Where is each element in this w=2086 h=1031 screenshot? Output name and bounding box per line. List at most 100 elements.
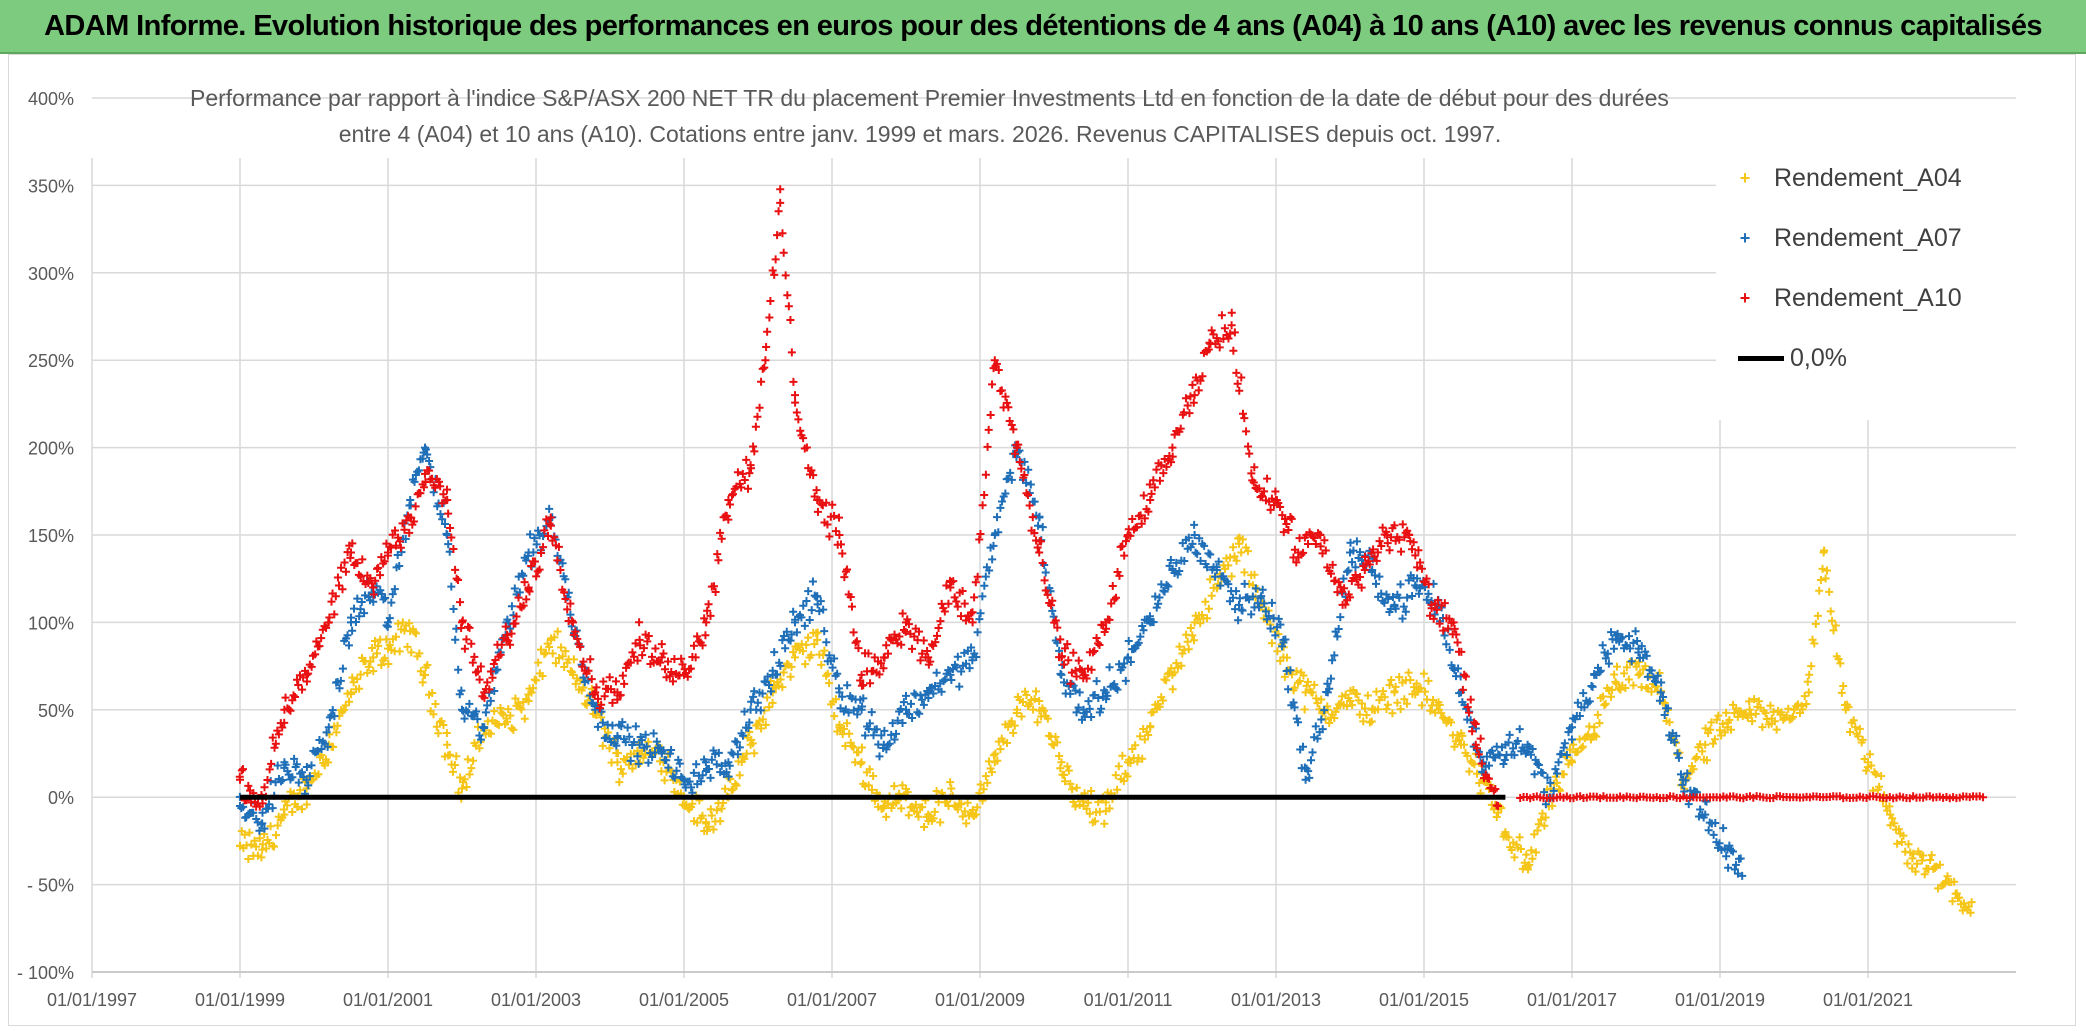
data-point	[475, 744, 484, 753]
data-point	[436, 510, 445, 519]
data-point	[1554, 785, 1563, 794]
data-point	[867, 708, 876, 717]
data-point	[648, 652, 657, 661]
data-point	[1064, 766, 1073, 775]
data-point	[409, 517, 418, 526]
data-point	[704, 765, 713, 774]
data-point	[1181, 394, 1190, 403]
data-point	[568, 668, 577, 677]
data-point	[1912, 859, 1921, 868]
data-point	[1943, 872, 1952, 881]
data-point	[1634, 658, 1643, 667]
data-point	[1839, 681, 1848, 690]
data-point	[1274, 498, 1283, 507]
data-point	[749, 442, 758, 451]
data-point	[1804, 688, 1813, 697]
data-point	[1611, 677, 1620, 686]
data-point	[763, 327, 772, 336]
data-point	[1162, 462, 1171, 471]
data-point	[396, 543, 405, 552]
data-point	[302, 763, 311, 772]
data-point	[1139, 626, 1148, 635]
data-point	[931, 638, 940, 647]
data-point	[1510, 751, 1519, 760]
data-point	[1315, 530, 1324, 539]
data-point	[839, 724, 848, 733]
data-point	[1704, 826, 1713, 835]
data-point	[590, 690, 599, 699]
data-point	[1365, 560, 1374, 569]
data-point	[1136, 732, 1145, 741]
data-point	[387, 543, 396, 552]
data-point	[810, 492, 819, 501]
data-point	[1232, 587, 1241, 596]
data-point	[1274, 614, 1283, 623]
data-point	[1461, 672, 1470, 681]
data-point	[1271, 487, 1280, 496]
data-point	[1034, 521, 1043, 530]
data-point	[388, 530, 397, 539]
data-point	[1631, 627, 1640, 636]
data-point	[1683, 769, 1692, 778]
data-point	[1660, 699, 1669, 708]
data-point	[986, 410, 995, 419]
data-point	[735, 771, 744, 780]
data-point	[1186, 392, 1195, 401]
data-point	[1600, 701, 1609, 710]
data-point	[1105, 615, 1114, 624]
legend-item-a04: + Rendement_A04	[1716, 158, 1962, 198]
data-point	[1400, 695, 1409, 704]
data-point	[1047, 601, 1056, 610]
data-point	[1495, 751, 1504, 760]
data-point	[1890, 819, 1899, 828]
data-point	[830, 712, 839, 721]
legend-label-zero: 0,0%	[1790, 343, 1847, 372]
legend-item-a10: + Rendement_A10	[1716, 278, 1962, 318]
data-point	[702, 618, 711, 627]
data-point	[1624, 675, 1633, 684]
data-point	[1513, 736, 1522, 745]
data-point	[1831, 621, 1840, 630]
data-point	[1128, 515, 1137, 524]
x-tick-label: 01/01/2017	[1527, 990, 1617, 1010]
data-point	[798, 647, 807, 656]
data-point	[721, 759, 730, 768]
data-point	[535, 565, 544, 574]
data-point	[638, 651, 647, 660]
data-point	[1378, 523, 1387, 532]
data-point	[360, 609, 369, 618]
data-point	[817, 660, 826, 669]
data-point	[1578, 742, 1587, 751]
data-point	[1620, 669, 1629, 678]
data-point	[302, 800, 311, 809]
data-point	[368, 643, 377, 652]
data-point	[457, 623, 466, 632]
data-point	[1072, 708, 1081, 717]
data-point	[810, 640, 819, 649]
data-point	[1344, 566, 1353, 575]
data-point	[1310, 680, 1319, 689]
data-point	[1136, 511, 1145, 520]
data-point	[566, 599, 575, 608]
data-point	[719, 798, 728, 807]
data-point	[1227, 572, 1236, 581]
chart-title-line-1: Performance par rapport à l'indice S&P/A…	[190, 85, 1669, 111]
data-point	[1750, 695, 1759, 704]
data-point	[1457, 647, 1466, 656]
data-point	[919, 636, 928, 645]
data-point	[1525, 860, 1534, 869]
data-point	[874, 740, 883, 749]
data-point	[449, 545, 458, 554]
data-point	[345, 697, 354, 706]
data-point	[374, 641, 383, 650]
data-point	[268, 733, 277, 742]
data-point	[1316, 542, 1325, 551]
data-point	[257, 853, 266, 862]
data-point	[1110, 680, 1119, 689]
data-point	[1979, 793, 1988, 802]
data-point	[294, 778, 303, 787]
data-point	[830, 511, 839, 520]
data-point	[1336, 613, 1345, 622]
data-point	[1710, 735, 1719, 744]
data-point	[908, 644, 917, 653]
